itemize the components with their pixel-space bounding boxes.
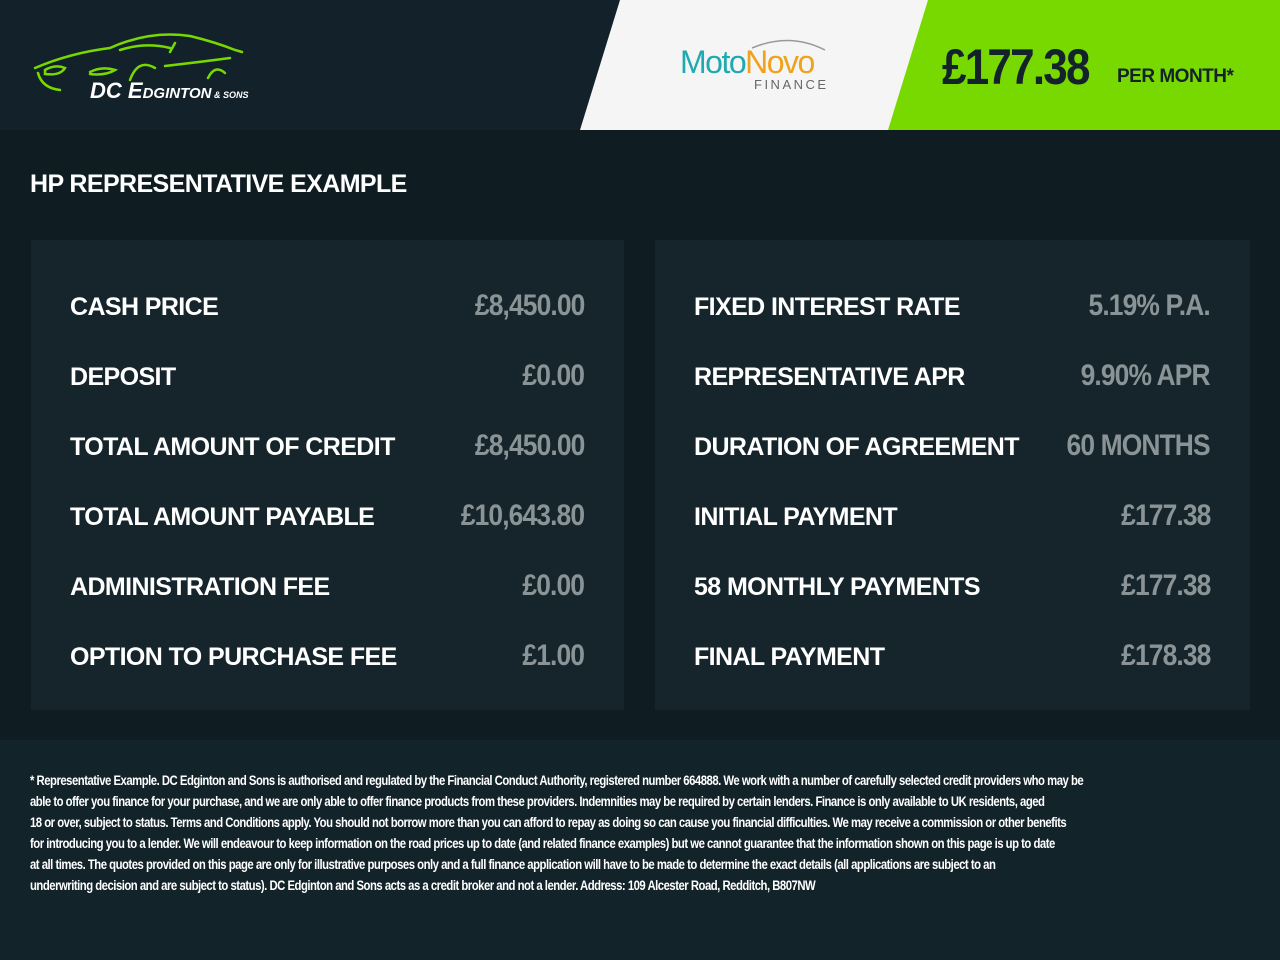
row-value: 5.19% P.A. xyxy=(1088,289,1211,322)
header: DC EDGINTON & SONS MotoNovo FINANCE £177… xyxy=(0,0,1280,130)
finance-details-left: CASH PRICE £8,450.00 DEPOSIT £0.00 TOTAL AMO… xyxy=(31,240,624,710)
finance-row: 58 MONTHLY PAYMENTS £177.38 xyxy=(694,565,1211,605)
disclaimer-line: underwriting decision and are subject to… xyxy=(30,878,816,893)
disclaimer-line: 18 or over, subject to status. Terms and… xyxy=(30,815,1067,830)
finance-row: OPTION TO PURCHASE FEE £1.00 xyxy=(70,635,585,675)
row-label: INITIAL PAYMENT xyxy=(694,503,898,531)
disclaimer-text: * Representative Example. DC Edginton an… xyxy=(30,770,1280,896)
row-value: £8,450.00 xyxy=(474,289,584,322)
finance-row: FIXED INTEREST RATE 5.19% P.A. xyxy=(694,285,1211,325)
row-value: £177.38 xyxy=(1120,569,1211,602)
finance-row: FINAL PAYMENT £178.38 xyxy=(694,635,1211,675)
row-label: TOTAL AMOUNT OF CREDIT xyxy=(70,433,395,461)
monthly-price: £177.38 xyxy=(942,39,1090,95)
disclaimer-line: at all times. The quotes provided on thi… xyxy=(30,857,996,872)
finance-row: DURATION OF AGREEMENT 60 MONTHS xyxy=(694,425,1211,465)
motonovo-swoosh-icon xyxy=(751,39,826,51)
row-label: DURATION OF AGREEMENT xyxy=(694,433,1019,461)
row-value: £178.38 xyxy=(1120,639,1211,672)
disclaimer-line: * Representative Example. DC Edginton an… xyxy=(30,773,1084,788)
svg-text:DC EDGINTON & SONS: DC EDGINTON & SONS xyxy=(90,78,248,103)
row-label: OPTION TO PURCHASE FEE xyxy=(70,643,397,671)
motonovo-finance-logo: MotoNovo FINANCE xyxy=(580,0,930,130)
finance-row: TOTAL AMOUNT OF CREDIT £8,450.00 xyxy=(70,425,585,465)
finance-details-right: FIXED INTEREST RATE 5.19% P.A. REPRESENTAT… xyxy=(655,240,1250,710)
row-value: £10,643.80 xyxy=(460,499,585,532)
monthly-price-banner: £177.38 PER MONTH* xyxy=(888,0,1280,130)
row-label: CASH PRICE xyxy=(70,293,219,321)
row-label: DEPOSIT xyxy=(70,363,176,391)
dealer-logo[interactable]: DC EDGINTON & SONS xyxy=(30,28,270,108)
row-label: TOTAL AMOUNT PAYABLE xyxy=(70,503,375,531)
row-value: £0.00 xyxy=(522,569,585,602)
page-title: HP REPRESENTATIVE EXAMPLE xyxy=(30,170,407,198)
row-value: £1.00 xyxy=(522,639,585,672)
motonovo-finance-text: FINANCE xyxy=(754,77,829,92)
row-value: £8,450.00 xyxy=(474,429,584,462)
finance-row: DEPOSIT £0.00 xyxy=(70,355,585,395)
row-value: 9.90% APR xyxy=(1080,359,1211,392)
finance-row: CASH PRICE £8,450.00 xyxy=(70,285,585,325)
disclaimer-footer: * Representative Example. DC Edginton an… xyxy=(0,740,1280,960)
finance-row: INITIAL PAYMENT £177.38 xyxy=(694,495,1211,535)
row-label: ADMINISTRATION FEE xyxy=(70,573,330,601)
motonovo-wordmark: MotoNovo xyxy=(680,44,815,80)
disclaimer-line: for introducing you to a lender. We will… xyxy=(30,836,1055,851)
row-value: 60 MONTHS xyxy=(1066,429,1211,462)
row-label: FIXED INTEREST RATE xyxy=(694,293,961,321)
finance-row: ADMINISTRATION FEE £0.00 xyxy=(70,565,585,605)
finance-row: TOTAL AMOUNT PAYABLE £10,643.80 xyxy=(70,495,585,535)
row-value: £0.00 xyxy=(522,359,585,392)
car-outline-icon: DC EDGINTON & SONS xyxy=(33,33,248,103)
row-value: £177.38 xyxy=(1120,499,1211,532)
finance-row: REPRESENTATIVE APR 9.90% APR xyxy=(694,355,1211,395)
row-label: REPRESENTATIVE APR xyxy=(694,363,965,391)
per-month-label: PER MONTH* xyxy=(1117,66,1234,87)
disclaimer-line: able to offer you finance for your purch… xyxy=(30,794,1045,809)
row-label: 58 MONTHLY PAYMENTS xyxy=(694,573,981,601)
row-label: FINAL PAYMENT xyxy=(694,643,885,671)
